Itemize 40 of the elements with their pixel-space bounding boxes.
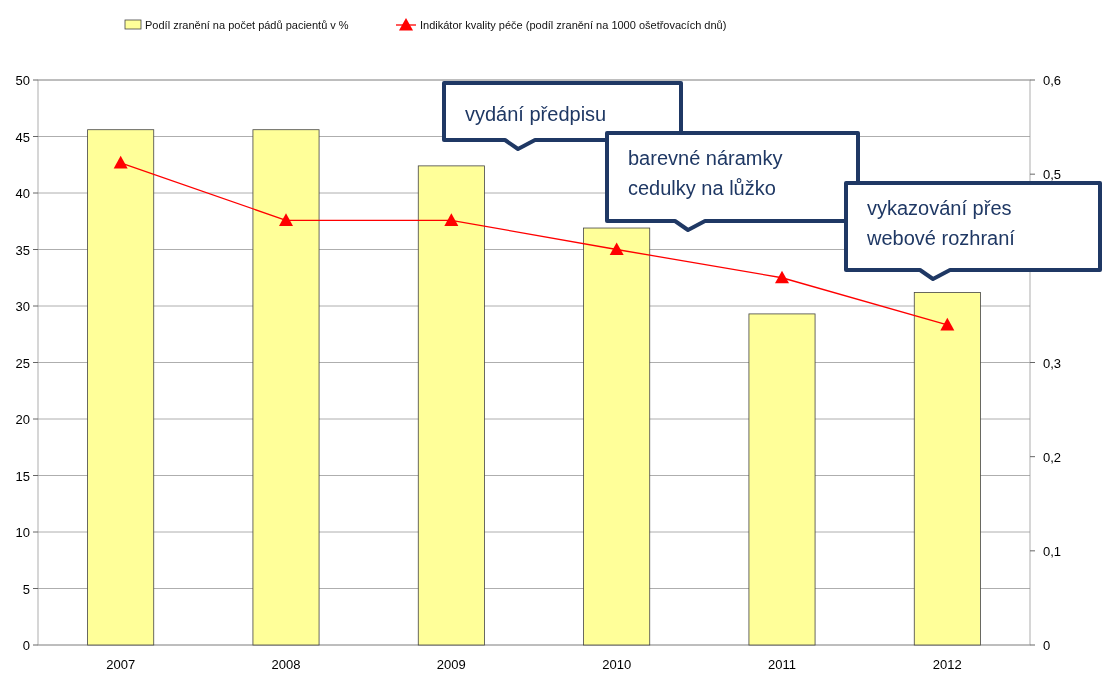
- annotation: vydání předpisu: [465, 103, 607, 125]
- point: [775, 270, 789, 284]
- bar: [583, 227, 651, 646]
- y-tick-label: 25: [15, 355, 30, 371]
- y-tick-label: 5: [22, 581, 30, 597]
- bar: [252, 129, 320, 646]
- x-tick-label: 2010: [602, 657, 632, 672]
- y-tick-label: 50: [15, 73, 30, 88]
- point: [444, 213, 459, 226]
- legend-label: Indikátor kvality péče (podíl zranění na 1000 ošetřovacích dnů): [420, 19, 727, 31]
- legend-label: Podíl zranění na počet pádů pacientů v %: [145, 19, 349, 31]
- y-tick-label: 15: [15, 468, 30, 484]
- y2-tick-label: 0,2: [1043, 449, 1062, 465]
- point: [609, 242, 624, 256]
- point: [279, 213, 293, 226]
- y2-tick-label: 0,1: [1043, 543, 1062, 559]
- y-tick-label: 0: [22, 638, 30, 653]
- y2-tick-label: 0,5: [1043, 167, 1062, 183]
- y-tick-label: 40: [15, 186, 30, 201]
- x-tick-label: 2012: [932, 657, 962, 672]
- y2-tick-label: 0,6: [1043, 73, 1062, 88]
- x-tick-label: 2009: [436, 657, 466, 672]
- bar: [87, 129, 155, 646]
- y-tick-label: 20: [15, 412, 30, 427]
- y2-tick-label: 0,3: [1043, 355, 1062, 371]
- y-tick-label: 10: [15, 525, 30, 540]
- x-tick-label: 2007: [106, 657, 136, 672]
- y-tick-label: 30: [15, 299, 30, 314]
- bar: [417, 165, 485, 646]
- bar: [913, 292, 981, 646]
- bar: [748, 313, 816, 646]
- x-tick-label: 2008: [271, 657, 301, 672]
- y-tick-label: 35: [15, 242, 30, 258]
- point: [113, 155, 128, 169]
- annotation: barevné náramky cedulky na lůžko: [628, 147, 783, 199]
- y2-tick-label: 0: [1043, 638, 1051, 653]
- x-tick-label: 2011: [768, 657, 796, 672]
- y-tick-label: 45: [15, 129, 30, 145]
- annotation: vykazování přes webové rozhraní: [866, 197, 1016, 249]
- point: [940, 317, 955, 331]
